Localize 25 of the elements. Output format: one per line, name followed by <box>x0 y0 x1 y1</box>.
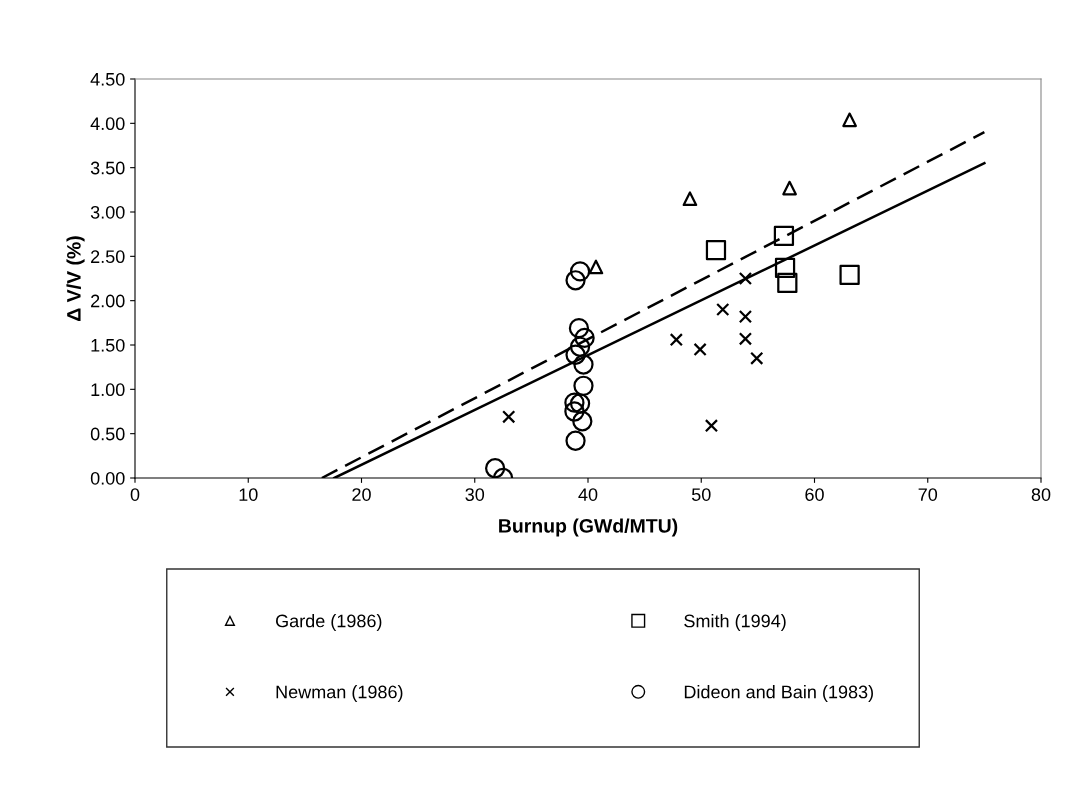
y-tick-label: 4.00 <box>90 117 125 131</box>
x-tick-label: 20 <box>352 488 371 501</box>
x-tick-label: 70 <box>918 488 938 501</box>
y-tick-label: 1.50 <box>91 338 125 352</box>
y-tick-label: 3.00 <box>90 205 125 219</box>
y-tick-label: 4.50 <box>90 72 125 86</box>
x-tick-label: 80 <box>1031 488 1051 501</box>
legend-label: Garde (1986) <box>276 614 382 631</box>
y-tick-label: 1.00 <box>91 383 125 397</box>
x-tick-label: 10 <box>239 488 258 501</box>
legend-label: Newman (1986) <box>276 685 403 702</box>
x-tick-label: 0 <box>130 488 140 501</box>
x-tick-label: 50 <box>691 488 711 501</box>
y-tick-label: 2.50 <box>91 250 125 264</box>
y-tick-label: 0.00 <box>90 471 125 485</box>
legend-label: Smith (1994) <box>684 614 786 631</box>
y-tick-label: 3.50 <box>90 161 125 175</box>
y-tick-label: 0.50 <box>90 427 125 441</box>
x-tick-label: 30 <box>465 488 485 501</box>
legend-label: Dideon and Bain (1983) <box>684 685 873 702</box>
y-axis-title: Δ V/V (%) <box>66 236 85 321</box>
y-tick-label: 2.00 <box>91 294 125 308</box>
x-tick-label: 40 <box>578 488 598 501</box>
x-tick-label: 60 <box>805 488 824 501</box>
x-axis-title: Burnup (GWd/MTU) <box>499 518 678 537</box>
